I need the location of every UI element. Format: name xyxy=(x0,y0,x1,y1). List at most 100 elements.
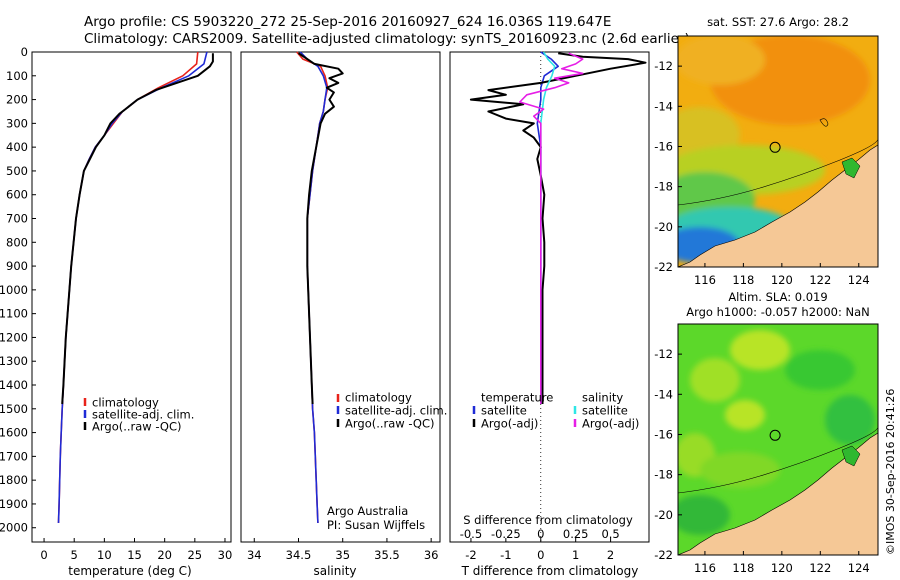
sst-map: sat. SST: 27.6 Argo: 28.2 116 118 120 122 12… xyxy=(654,15,879,287)
x-tick-label: 34 xyxy=(247,548,262,562)
depth-tick-label: 700 xyxy=(6,212,28,226)
s-tick-label: 0.25 xyxy=(563,527,589,541)
x-tick-label: 15 xyxy=(127,548,142,562)
sla-mid xyxy=(700,452,780,488)
series-argo-raw-qc- xyxy=(297,52,344,405)
temperature-legend: climatology satellite-adj. clim. Argo(..… xyxy=(83,396,194,434)
salinity-x-axis: 34 34.5 35 35.5 36 xyxy=(247,538,438,562)
x-tick-label: -1 xyxy=(500,548,511,562)
sst-lat-axis: -12 -14 -16 -18 -20 -22 xyxy=(654,59,682,274)
difference-panel: -2 -1 0 1 2 -0.5 -0.25 0 0.25 0.5 S difference f… xyxy=(449,51,650,578)
sla-lat-axis: -12 -14 -16 -18 -20 -22 xyxy=(654,347,682,562)
sla-float-location xyxy=(769,429,781,441)
sla-high-3 xyxy=(725,400,765,430)
lon-tick-label: 124 xyxy=(848,273,870,287)
lat-tick-label: -22 xyxy=(654,548,673,562)
depth-tick-label: 1300 xyxy=(0,354,28,368)
s-tick-label: 0.5 xyxy=(601,527,619,541)
sst-float-location xyxy=(769,141,781,153)
s-tick-label: 0 xyxy=(537,527,544,541)
salinity-panel: 34 34.5 35 35.5 36 salinity climatology sate… xyxy=(240,51,447,578)
depth-tick-label: 2000 xyxy=(0,521,28,535)
x-tick-label: 35 xyxy=(335,548,350,562)
legend-label-satellite: satellite-adj. clim. xyxy=(345,404,447,418)
depth-tick-label: 500 xyxy=(6,164,28,178)
s-tick-label: -0.25 xyxy=(491,527,521,541)
series-argo-raw-qc- xyxy=(61,53,214,405)
lon-tick-label: 120 xyxy=(771,561,793,575)
s-difference-axis: -0.5 -0.25 0 0.25 0.5 xyxy=(460,527,620,541)
sst-lon-axis: 116 118 120 122 124 xyxy=(694,263,870,287)
lon-tick-label: 116 xyxy=(694,273,716,287)
difference-axes-frame xyxy=(449,51,650,543)
title-line-1: Argo profile: CS 5903220_272 25-Sep-2016… xyxy=(84,14,611,30)
difference-series xyxy=(469,51,647,404)
depth-tick-label: 1900 xyxy=(0,497,28,511)
depth-tick-label: 1700 xyxy=(0,449,28,463)
s-tick-label: -0.5 xyxy=(460,527,482,541)
t-difference-x-axis: -2 -1 0 1 2 xyxy=(465,538,614,562)
lat-tick-label: -20 xyxy=(654,220,673,234)
temperature-x-axis: 0 5 10 15 20 25 30 xyxy=(40,538,232,562)
imos-credit: ©IMOS 30-Sep-2016 20:41:26 xyxy=(884,389,897,555)
t-difference-xlabel: T difference from climatology xyxy=(461,564,639,578)
salinity-xlabel: salinity xyxy=(313,564,356,578)
x-tick-label: 20 xyxy=(157,548,172,562)
depth-tick-label: 1500 xyxy=(0,402,28,416)
lon-tick-label: 120 xyxy=(771,273,793,287)
sst-land-australia xyxy=(678,144,878,267)
legend-head-salinity: salinity xyxy=(582,391,623,405)
lon-tick-label: 118 xyxy=(732,273,754,287)
sla-high-2 xyxy=(690,358,740,402)
lat-tick-label: -14 xyxy=(654,387,673,401)
depth-tick-label: 200 xyxy=(6,93,28,107)
depth-tick-label: 800 xyxy=(6,235,28,249)
x-tick-label: 0 xyxy=(537,548,544,562)
depth-tick-label: 400 xyxy=(6,140,28,154)
salinity-legend: climatology satellite-adj. clim. Argo(..… xyxy=(336,391,447,431)
title-line-2: Climatology: CARS2009. Satellite-adjuste… xyxy=(84,31,690,47)
sst-map-field xyxy=(678,36,878,267)
depth-tick-label: 1100 xyxy=(0,307,28,321)
annotation-argo-australia: Argo Australia xyxy=(327,504,408,518)
legend-label-s-argo: Argo(-adj) xyxy=(582,417,639,431)
legend-label-climatology: climatology xyxy=(92,396,159,410)
sla-land-australia xyxy=(678,432,878,555)
sla-lon-axis: 116 118 120 122 124 xyxy=(694,551,870,575)
depth-tick-label: 600 xyxy=(6,188,28,202)
difference-legend: temperature satellite Argo(-adj) salinit… xyxy=(472,391,639,431)
sst-reef xyxy=(819,118,829,127)
annotation-pi: PI: Susan Wijffels xyxy=(327,518,425,532)
lat-tick-label: -14 xyxy=(654,99,673,113)
depth-tick-label: 0 xyxy=(21,45,28,59)
sla-gradients xyxy=(678,330,875,535)
depth-tick-label: 1400 xyxy=(0,378,28,392)
sst-map-title: sat. SST: 27.6 Argo: 28.2 xyxy=(707,15,849,29)
lat-tick-label: -12 xyxy=(654,347,673,361)
sst-map-frame xyxy=(677,35,879,268)
temperature-xlabel: temperature (deg C) xyxy=(68,564,191,578)
legend-head-temperature: temperature xyxy=(481,391,553,405)
lat-tick-label: -20 xyxy=(654,508,673,522)
depth-tick-label: 1000 xyxy=(0,283,28,297)
salinity-axes-frame xyxy=(240,51,441,543)
depth-tick-label: 300 xyxy=(6,116,28,130)
sst-warm-west xyxy=(678,36,765,85)
sla-contour-1000m xyxy=(678,425,878,494)
legend-label-argo: Argo(..raw -QC) xyxy=(345,417,435,431)
lon-tick-label: 122 xyxy=(809,273,831,287)
lat-tick-label: -12 xyxy=(654,59,673,73)
x-tick-label: 35.5 xyxy=(374,548,400,562)
lon-tick-label: 124 xyxy=(848,561,870,575)
legend-label-satellite: satellite-adj. clim. xyxy=(92,408,194,422)
s-difference-label: S difference from climatology xyxy=(463,513,633,527)
legend-label-climatology: climatology xyxy=(345,391,412,405)
temperature-axes-frame xyxy=(31,51,232,543)
x-tick-label: 5 xyxy=(71,548,78,562)
lat-tick-label: -18 xyxy=(654,180,673,194)
temperature-panel: 0100200300400500600700800900100011001200… xyxy=(0,45,232,578)
depth-tick-label: 1800 xyxy=(0,473,28,487)
legend-label-t-satellite: satellite xyxy=(481,404,527,418)
depth-axis: 0 100 200 300 400 500 600 700 800 900 1000 1100 1200… xyxy=(0,45,36,535)
